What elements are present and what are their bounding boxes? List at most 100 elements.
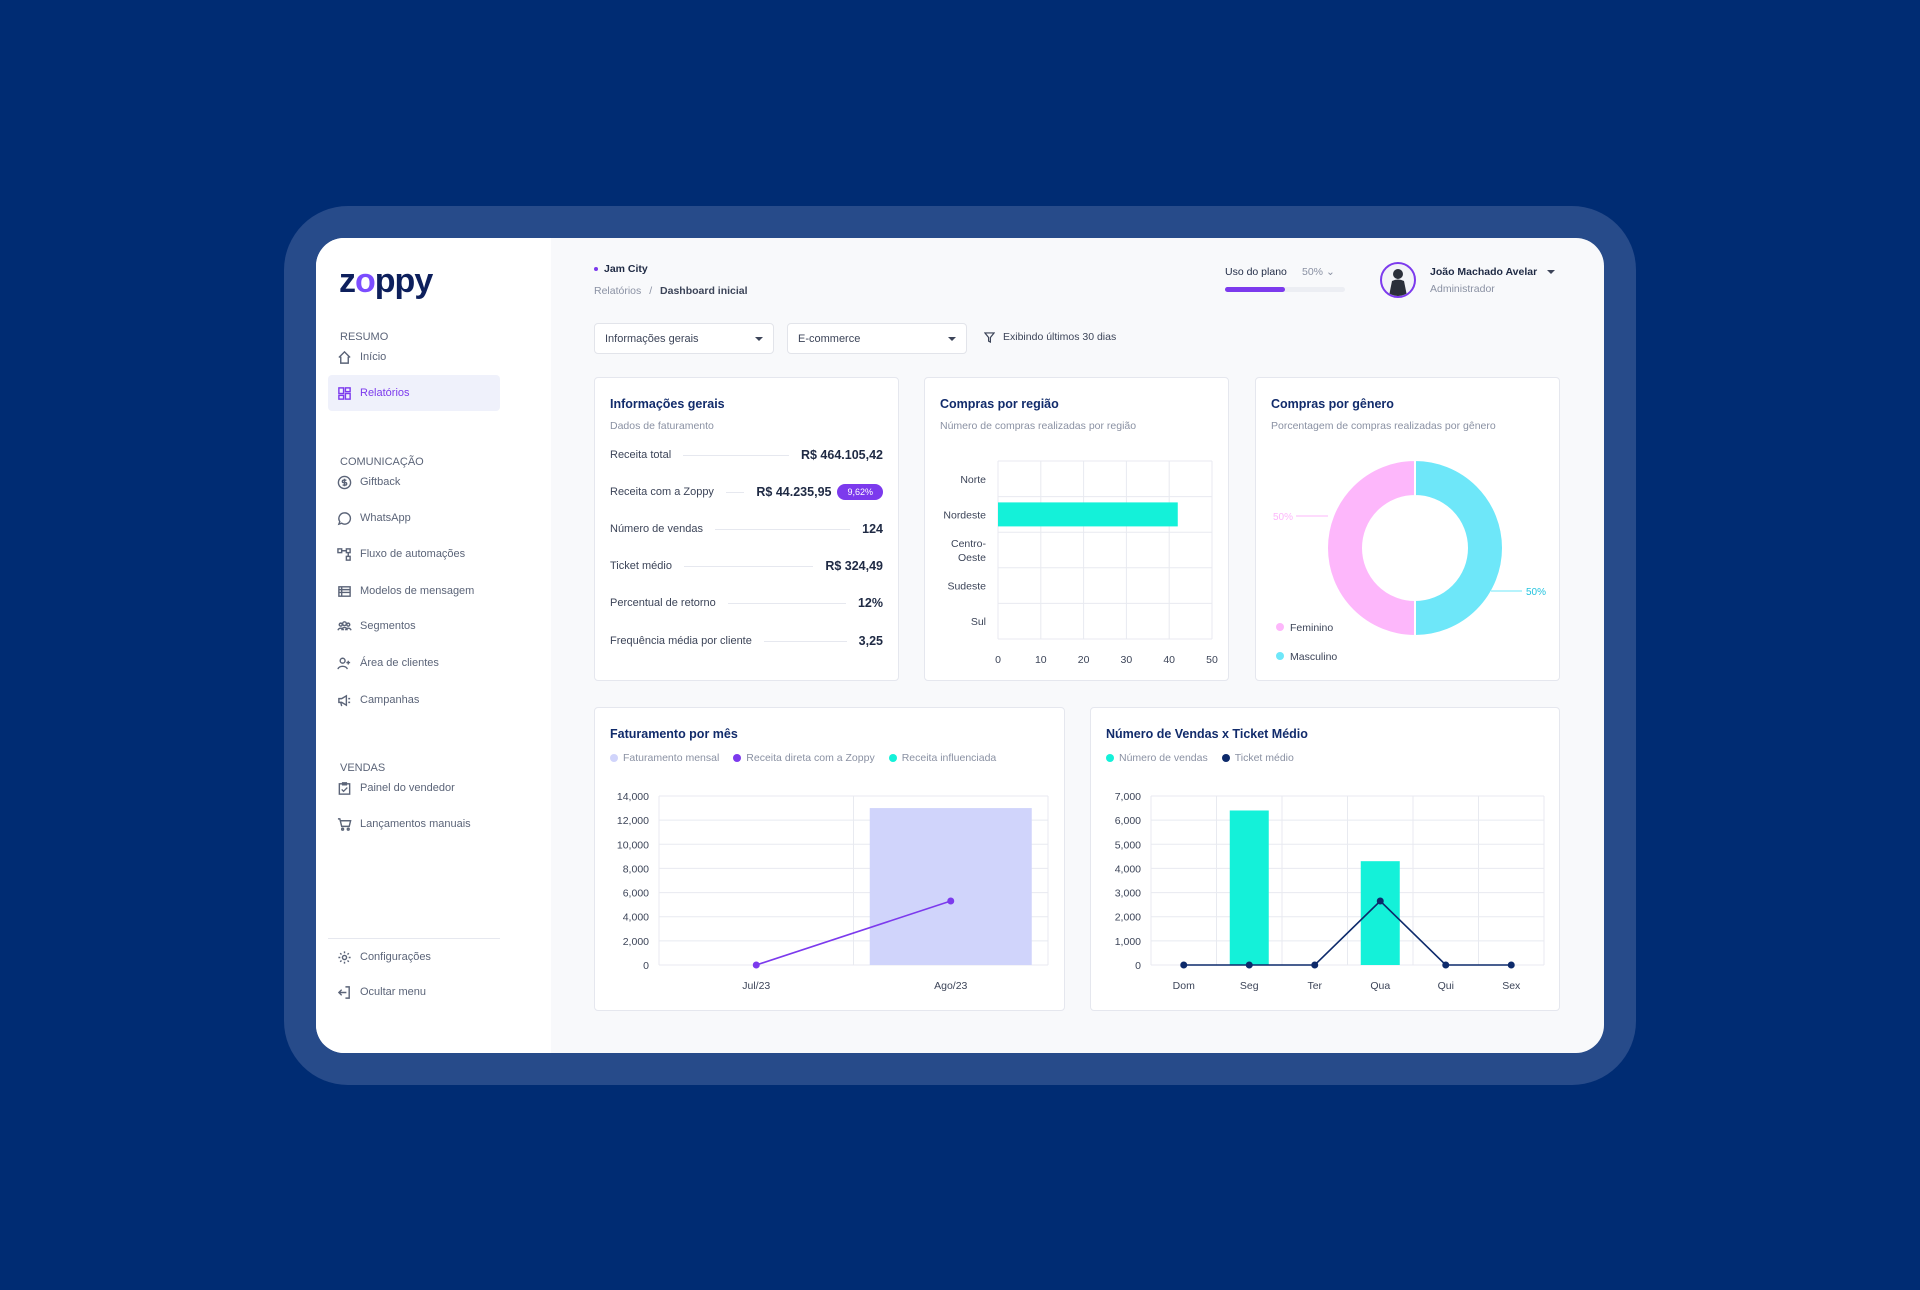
legend-item[interactable]: Receita direta com a Zoppy: [733, 752, 875, 764]
flow-icon: [337, 547, 351, 561]
slice-label: 50%: [1273, 512, 1293, 523]
sidebar-item-label: Painel do vendedor: [360, 782, 455, 794]
chat-bubble-icon: [337, 511, 352, 525]
sidebar-item-label: Modelos de mensagem: [360, 585, 475, 597]
legend-item[interactable]: Faturamento mensal: [610, 752, 719, 764]
main-content: Jam City Relatórios / Dashboard inicial …: [551, 238, 1604, 1053]
sidebar-divider: [328, 938, 500, 939]
info-label: Ticket médio: [610, 560, 672, 572]
gender-donut-chart: 50% 50% Feminino Masculino: [1273, 458, 1546, 663]
users-group-icon: [337, 620, 352, 631]
x-tick-label: 30: [1121, 654, 1133, 666]
row-divider: [683, 454, 789, 456]
row-divider: [727, 602, 846, 604]
info-row: Percentual de retorno 12%: [610, 594, 883, 612]
y-tick-label: 0: [1135, 960, 1141, 972]
data-point-sex: [1507, 961, 1515, 969]
card-title: Compras por região: [940, 397, 1059, 411]
legend-dot: [1276, 623, 1284, 631]
sidebar-item-whatsapp[interactable]: WhatsApp: [328, 500, 500, 536]
x-tick-label: Ago/23: [934, 980, 967, 992]
sidebar-item-campanhas[interactable]: Campanhas: [328, 682, 500, 718]
sidebar-item-configuracoes[interactable]: Configurações: [328, 939, 500, 975]
data-point-qui: [1442, 961, 1450, 969]
card-title: Informações gerais: [610, 397, 725, 411]
sidebar-item-inicio[interactable]: Início: [328, 339, 500, 375]
region-bar-chart: 0 10 20 30 40 50 Norte Nordeste Centro- Oeste Sude…: [943, 460, 1218, 666]
x-tick-label: Qua: [1370, 980, 1390, 992]
sidebar-item-painel-do-vendedor[interactable]: Painel do vendedor: [328, 770, 500, 806]
section-vendas: VENDAS: [340, 762, 386, 774]
sidebar-item-lancamentos-manuais[interactable]: Lançamentos manuais: [328, 806, 500, 842]
x-tick-label: Seg: [1240, 980, 1259, 992]
channel-select[interactable]: E-commerce: [787, 323, 967, 354]
slice-label: 50%: [1526, 587, 1546, 598]
filter-icon: [984, 331, 995, 343]
sidebar-item-area-de-clientes[interactable]: Área de clientes: [328, 645, 500, 681]
legend-dot: [733, 754, 742, 763]
legend-dot: [610, 754, 618, 763]
revenue-month-chart: 0 2,000 4,000 6,000 8,000 10,000 12,000 14,000 J…: [617, 791, 1049, 992]
legend-item[interactable]: Número de vendas: [1106, 752, 1208, 764]
person-photo-icon: [1389, 269, 1407, 296]
info-value: 124: [862, 522, 883, 536]
plan-usage-bar: [1225, 287, 1345, 292]
bar-nordeste: [998, 502, 1178, 527]
y-tick-label: 5,000: [1115, 839, 1141, 851]
logout-icon: [337, 985, 350, 999]
data-point-dom: [1180, 961, 1188, 969]
row-divider: [683, 565, 814, 567]
info-value: 3,25: [858, 634, 883, 648]
info-value: 12%: [857, 596, 883, 610]
y-tick-label: 0: [643, 960, 649, 972]
legend-item[interactable]: Ticket médio: [1221, 752, 1294, 764]
y-tick-label: 3,000: [1115, 888, 1141, 900]
info-row: Receita com a Zoppy R$ 44.235,95 9,62%: [610, 483, 883, 501]
period-filter[interactable]: Exibindo últimos 30 dias: [984, 331, 1116, 343]
info-value: R$ 44.235,95: [756, 485, 832, 499]
sales-ticket-chart: 0 1,000 2,000 3,000 4,000 5,000 6,000 7,000 Dom S…: [1115, 791, 1545, 992]
sidebar-item-segmentos[interactable]: Segmentos: [328, 608, 500, 644]
breadcrumb-relatorios[interactable]: Relatórios: [594, 285, 642, 297]
section-comunicacao: COMUNICAÇÃO: [340, 456, 424, 468]
template-icon: [338, 585, 351, 597]
legend-dot: [888, 754, 897, 763]
user-menu[interactable]: João Machado Avelar: [1430, 266, 1556, 278]
info-value: R$ 464.105,42: [800, 448, 883, 462]
legend-label: Feminino: [1290, 622, 1333, 634]
card-compras-genero: Compras por gênero Porcentagem de compra…: [1255, 377, 1560, 681]
y-tick-label: 2,000: [623, 936, 649, 948]
info-row: Frequência média por cliente 3,25: [610, 632, 883, 650]
legend-item[interactable]: Receita influenciada: [888, 752, 996, 764]
y-tick-label: 10,000: [617, 839, 649, 851]
legend-dot: [1276, 652, 1284, 660]
cart-icon: [337, 817, 352, 831]
sidebar-item-fluxo-de-automacoes[interactable]: Fluxo de automações: [328, 536, 500, 572]
data-point-seg: [1245, 961, 1253, 969]
avatar[interactable]: [1380, 262, 1416, 298]
sidebar-item-modelos-de-mensagem[interactable]: Modelos de mensagem: [328, 573, 500, 609]
info-label: Número de vendas: [610, 523, 703, 535]
x-tick-label: Qui: [1438, 980, 1454, 992]
sidebar-item-relatorios[interactable]: Relatórios: [328, 375, 500, 411]
card-faturamento-mes: Faturamento por mês Faturamento mensal Re…: [594, 707, 1065, 1011]
chevron-down-icon: ⌄: [1325, 266, 1335, 278]
period-label: Exibindo últimos 30 dias: [1003, 331, 1117, 343]
store-name[interactable]: Jam City: [594, 263, 648, 275]
legend-dot: [1221, 754, 1230, 763]
report-type-select[interactable]: Informações gerais: [594, 323, 774, 354]
sidebar-item-label: Campanhas: [360, 694, 420, 706]
sidebar-item-ocultar-menu[interactable]: Ocultar menu: [328, 974, 500, 1010]
clipboard-check-icon: [338, 781, 351, 795]
legend-label: Faturamento mensal: [623, 752, 720, 764]
x-tick-label: 20: [1078, 654, 1090, 666]
user-plus-icon: [337, 657, 351, 669]
sidebar-item-giftback[interactable]: Giftback: [328, 464, 500, 500]
info-row: Ticket médio R$ 324,49: [610, 557, 883, 575]
zoppy-logo[interactable]: zoppy: [339, 262, 433, 300]
caret-down-icon: [755, 336, 763, 341]
plan-usage-dropdown[interactable]: 50% ⌄: [1302, 266, 1335, 278]
dashboard-icon: [338, 386, 351, 400]
sidebar-item-label: Fluxo de automações: [360, 548, 466, 560]
data-point-jul-23: [752, 961, 760, 969]
